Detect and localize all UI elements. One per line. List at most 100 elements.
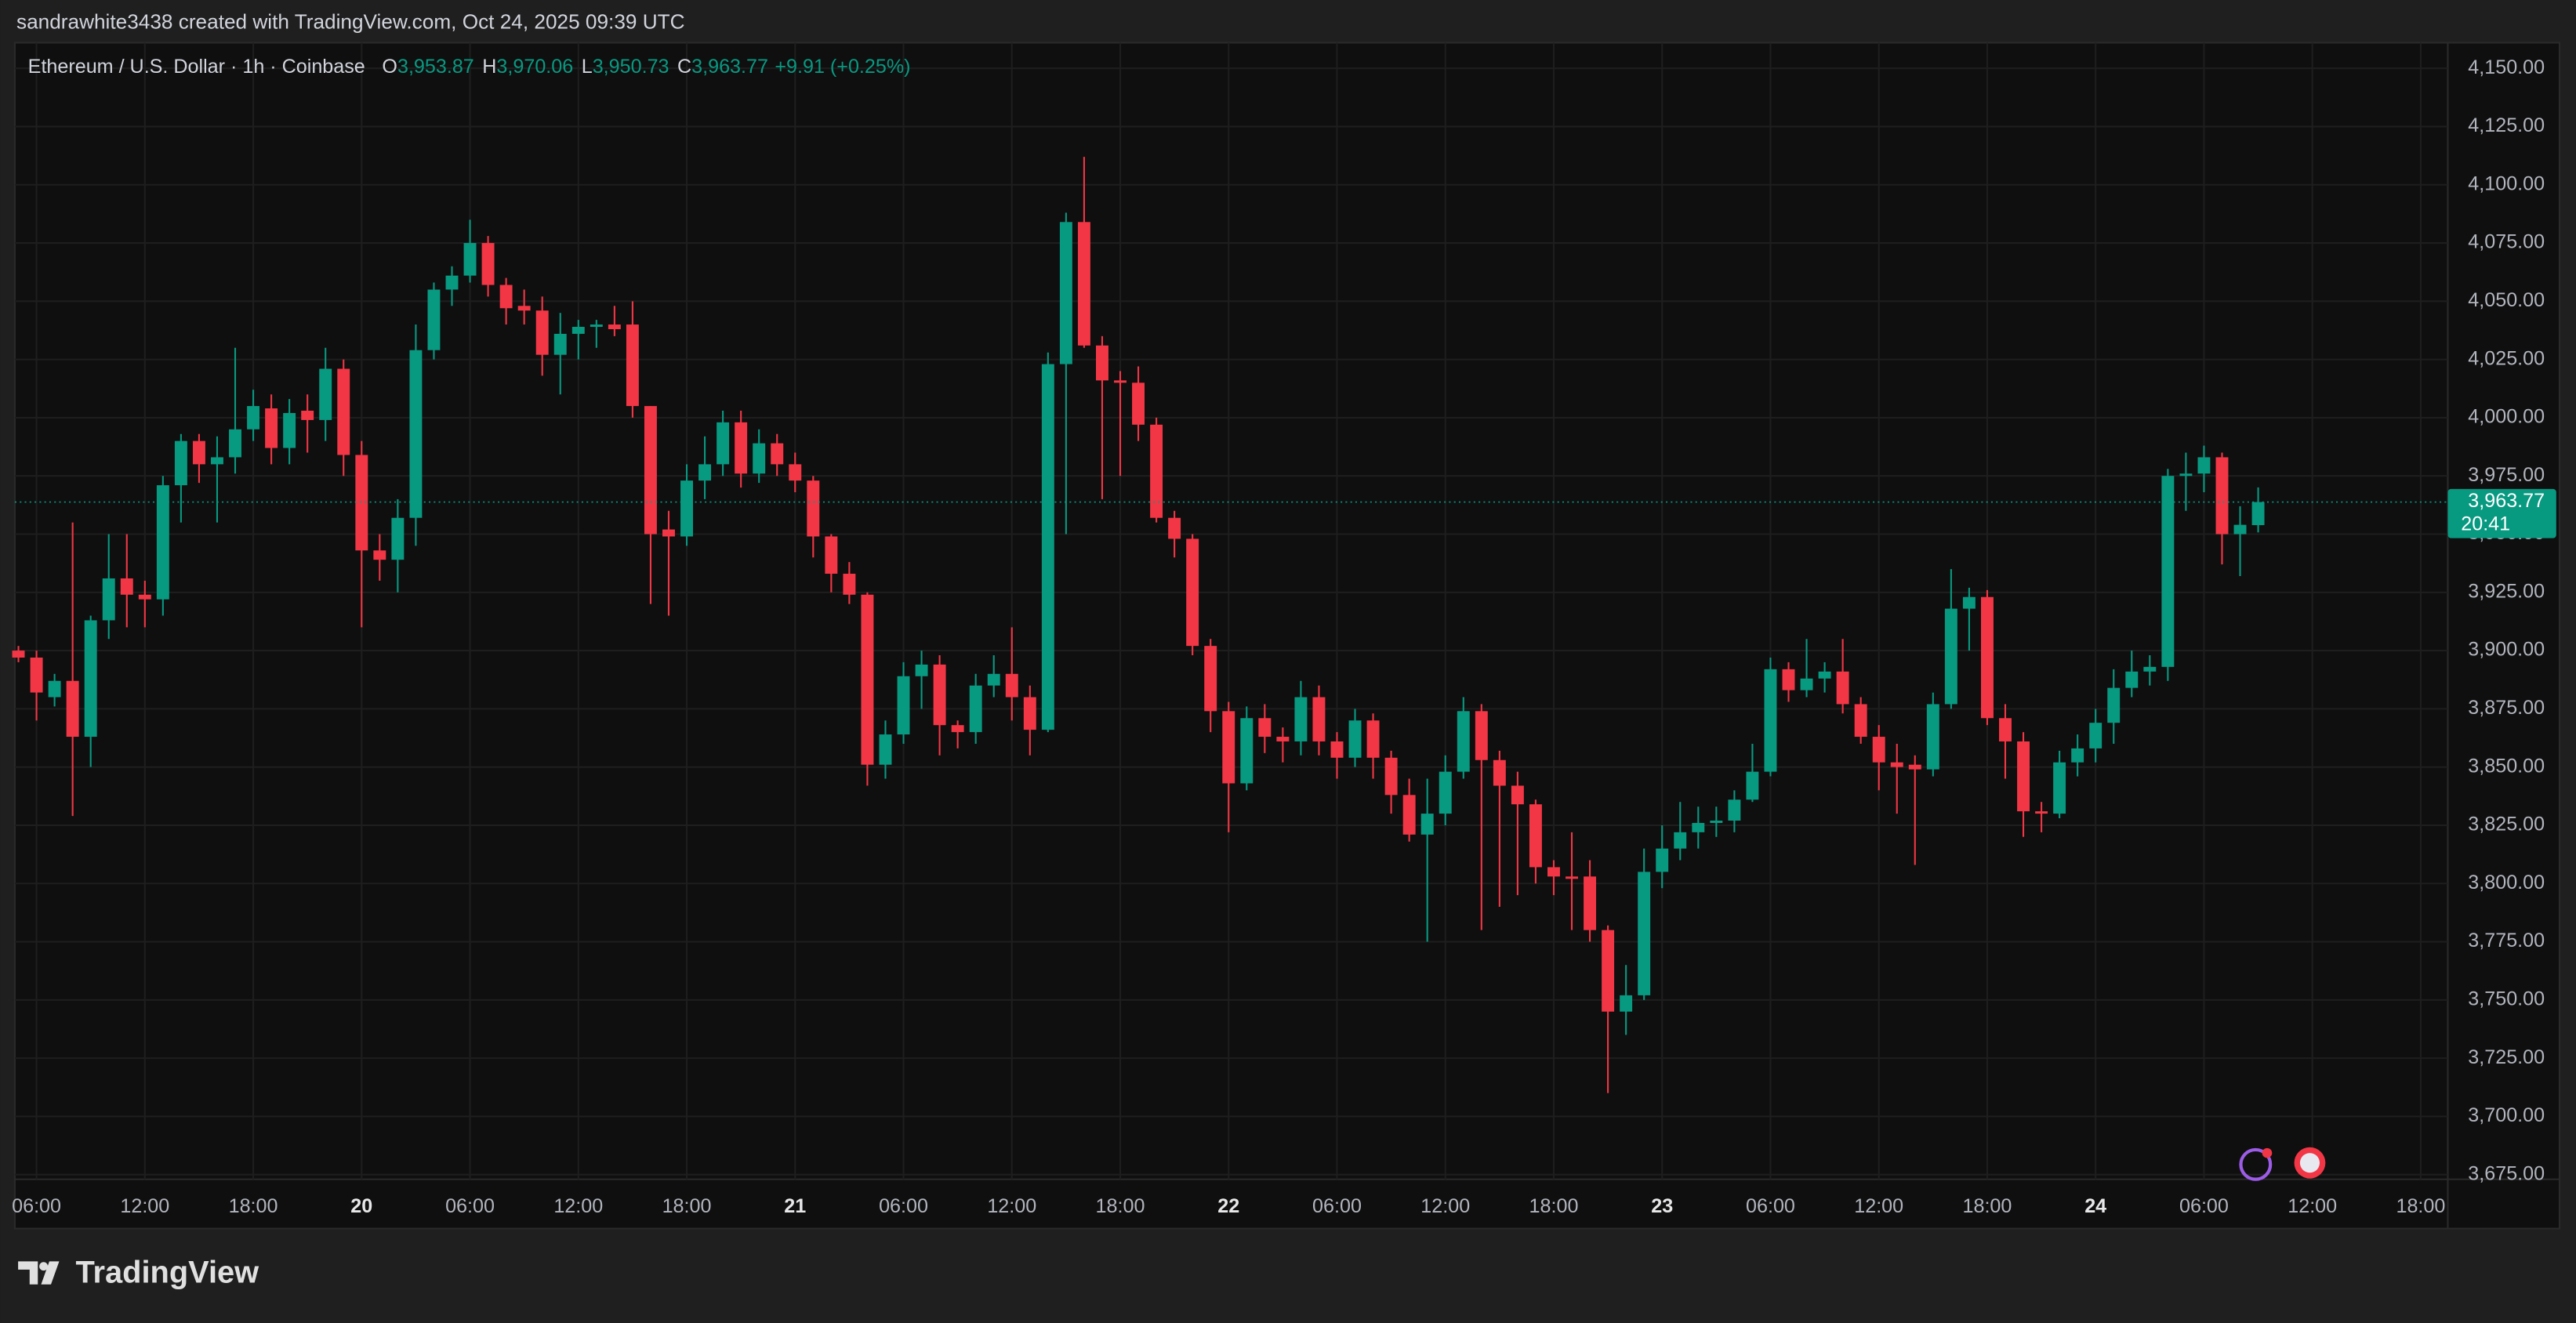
x-tick-label: 22 bbox=[1217, 1195, 1239, 1217]
y-tick-label: 4,075.00 bbox=[2468, 231, 2545, 253]
candle-body bbox=[409, 350, 423, 518]
candle-body bbox=[680, 480, 693, 537]
candle-body bbox=[30, 657, 43, 693]
candle-body bbox=[2215, 457, 2229, 535]
candle-body bbox=[1114, 380, 1127, 383]
candle-body bbox=[301, 411, 314, 420]
candle-body bbox=[1638, 872, 1651, 995]
candle-body bbox=[1620, 995, 1633, 1012]
candle-body bbox=[1077, 222, 1090, 346]
x-tick-label: 21 bbox=[784, 1195, 806, 1217]
candle-body bbox=[879, 734, 892, 765]
candle-body bbox=[391, 517, 405, 560]
candle-body bbox=[897, 676, 910, 735]
candle-body bbox=[1348, 720, 1362, 758]
candle-body bbox=[1132, 382, 1145, 425]
candle-body bbox=[1150, 424, 1163, 518]
candle-body bbox=[644, 406, 657, 535]
candle-body bbox=[2053, 762, 2066, 814]
price-tag-countdown: 20:41 bbox=[2461, 513, 2510, 535]
candle-body bbox=[337, 368, 350, 455]
y-tick-label: 3,875.00 bbox=[2468, 697, 2545, 719]
candle-body bbox=[1511, 785, 1524, 805]
candle-body bbox=[1926, 704, 1939, 770]
candle-body bbox=[1023, 697, 1036, 730]
logo: TradingView bbox=[18, 1256, 259, 1290]
candle-body bbox=[1999, 718, 2012, 741]
y-tick-label: 3,775.00 bbox=[2468, 930, 2545, 951]
x-tick-label: 12:00 bbox=[1420, 1195, 1470, 1217]
candle-body bbox=[1908, 764, 1921, 770]
candle-body bbox=[698, 464, 712, 481]
candle-body bbox=[1294, 697, 1308, 741]
candle-body bbox=[1493, 759, 1506, 786]
x-tick-label: 06:00 bbox=[1746, 1195, 1795, 1217]
candle-body bbox=[2143, 666, 2157, 672]
candle-body bbox=[102, 578, 115, 621]
candle-body bbox=[1710, 821, 1723, 823]
candle-body bbox=[662, 529, 675, 537]
y-tick-label: 3,675.00 bbox=[2468, 1162, 2545, 1184]
candle-body bbox=[789, 464, 802, 481]
logo-dot bbox=[39, 1262, 49, 1271]
x-tick-label: 06:00 bbox=[879, 1195, 928, 1217]
candle-body bbox=[2251, 502, 2265, 525]
candle-body bbox=[1854, 704, 1867, 738]
candle-body bbox=[2161, 476, 2175, 667]
x-tick-label: 12:00 bbox=[987, 1195, 1036, 1217]
event-icon[interactable] bbox=[2239, 1147, 2273, 1181]
y-tick-label: 3,825.00 bbox=[2468, 814, 2545, 835]
candle-body bbox=[120, 578, 133, 595]
candle-body bbox=[319, 368, 332, 420]
y-tick-label: 4,000.00 bbox=[2468, 406, 2545, 428]
y-tick-label: 4,025.00 bbox=[2468, 347, 2545, 369]
candle-body bbox=[1059, 222, 1072, 364]
candle-body bbox=[229, 429, 241, 458]
candles bbox=[12, 157, 2448, 1093]
candle-body bbox=[1276, 737, 1290, 741]
x-tick-label: 23 bbox=[1651, 1195, 1673, 1217]
candle-body bbox=[1656, 848, 1669, 872]
candle-body bbox=[265, 408, 278, 448]
candle-body bbox=[247, 406, 260, 430]
candle-body bbox=[138, 594, 151, 600]
y-tick-label: 3,975.00 bbox=[2468, 464, 2545, 486]
x-tick-label: 18:00 bbox=[1529, 1195, 1579, 1217]
candle-body bbox=[1168, 517, 1181, 539]
candle-body bbox=[192, 440, 205, 465]
candle-body bbox=[987, 673, 1000, 686]
y-tick-label: 3,750.00 bbox=[2468, 988, 2545, 1009]
candle-body bbox=[861, 594, 874, 765]
candle-body bbox=[843, 574, 856, 595]
candle-body bbox=[1095, 345, 1108, 381]
candle-body bbox=[2233, 524, 2247, 535]
y-tick-label: 3,850.00 bbox=[2468, 755, 2545, 777]
candle-body bbox=[1240, 718, 1254, 784]
candle-body bbox=[1584, 876, 1597, 930]
candle-body bbox=[807, 480, 820, 537]
candle-body bbox=[951, 725, 964, 733]
y-tick-label: 3,725.00 bbox=[2468, 1046, 2545, 1068]
candle-body bbox=[517, 306, 531, 311]
candle-body bbox=[553, 333, 567, 355]
candle-body bbox=[1402, 795, 1416, 835]
candle-body bbox=[626, 324, 639, 407]
candle-body bbox=[1420, 814, 1434, 835]
ohlc-value: 3,953.87 bbox=[397, 56, 474, 78]
attribution: sandrawhite3438 created with TradingView… bbox=[16, 9, 685, 33]
y-tick-label: 3,800.00 bbox=[2468, 872, 2545, 893]
candle-body bbox=[590, 324, 603, 328]
x-tick-label: 06:00 bbox=[12, 1195, 61, 1217]
candle-body bbox=[2089, 723, 2103, 748]
event-badge bbox=[2262, 1147, 2273, 1158]
candle-body bbox=[1222, 711, 1235, 784]
candle-body bbox=[499, 285, 513, 309]
y-tick-label: 3,900.00 bbox=[2468, 639, 2545, 661]
ohlc-value: 3,950.73 bbox=[593, 56, 669, 78]
candle-body bbox=[12, 651, 25, 658]
ohlc-key: L bbox=[582, 56, 593, 78]
y-tick-label: 4,050.00 bbox=[2468, 289, 2545, 311]
candle-body bbox=[2179, 473, 2193, 477]
candle-body bbox=[1728, 799, 1741, 821]
